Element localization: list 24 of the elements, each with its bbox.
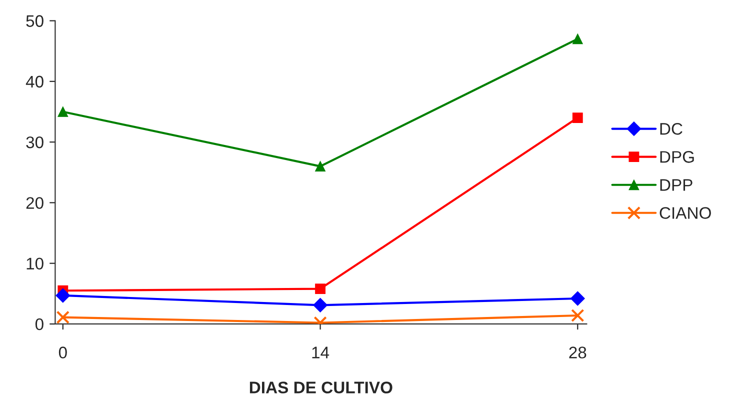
x-tick-label: 0 <box>58 346 67 358</box>
point <box>315 284 326 294</box>
x-tick-label: 28 <box>569 346 586 358</box>
point <box>571 308 584 322</box>
point <box>572 112 583 123</box>
legend-label: DPP <box>660 179 692 191</box>
x-tick-label: 14 <box>312 346 330 358</box>
legend-label: DPG <box>660 151 694 163</box>
legend-label: CIANO <box>660 207 711 219</box>
y-tick-label: 50 <box>26 15 44 27</box>
legend-label: DC <box>660 122 682 135</box>
point <box>315 161 326 172</box>
point <box>56 310 70 324</box>
point <box>572 34 583 44</box>
y-tick-label: 20 <box>26 197 44 209</box>
y-tick-label: 10 <box>26 258 44 270</box>
point <box>313 298 328 312</box>
y-tick-label: 30 <box>26 136 44 148</box>
point <box>56 288 70 303</box>
point <box>570 291 585 306</box>
point <box>58 106 68 117</box>
x-axis-title: DIAS DE CULTIVO <box>250 382 392 394</box>
y-tick-label: 0 <box>35 318 44 330</box>
y-tick-label: 40 <box>26 76 44 88</box>
